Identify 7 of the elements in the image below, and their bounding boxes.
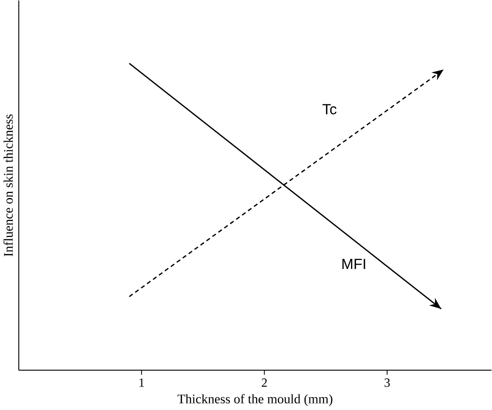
x-tick-label: 1 [140, 378, 144, 387]
x-axis-title: Thickness of the mould (mm) [178, 394, 332, 406]
y-axis-title: Influence on skin thickness [3, 114, 13, 257]
x-tick-label: 2 [262, 378, 267, 387]
series-label: MFI [342, 259, 366, 270]
series-label: Tc [322, 104, 336, 115]
x-tick-label: 3 [384, 378, 390, 388]
